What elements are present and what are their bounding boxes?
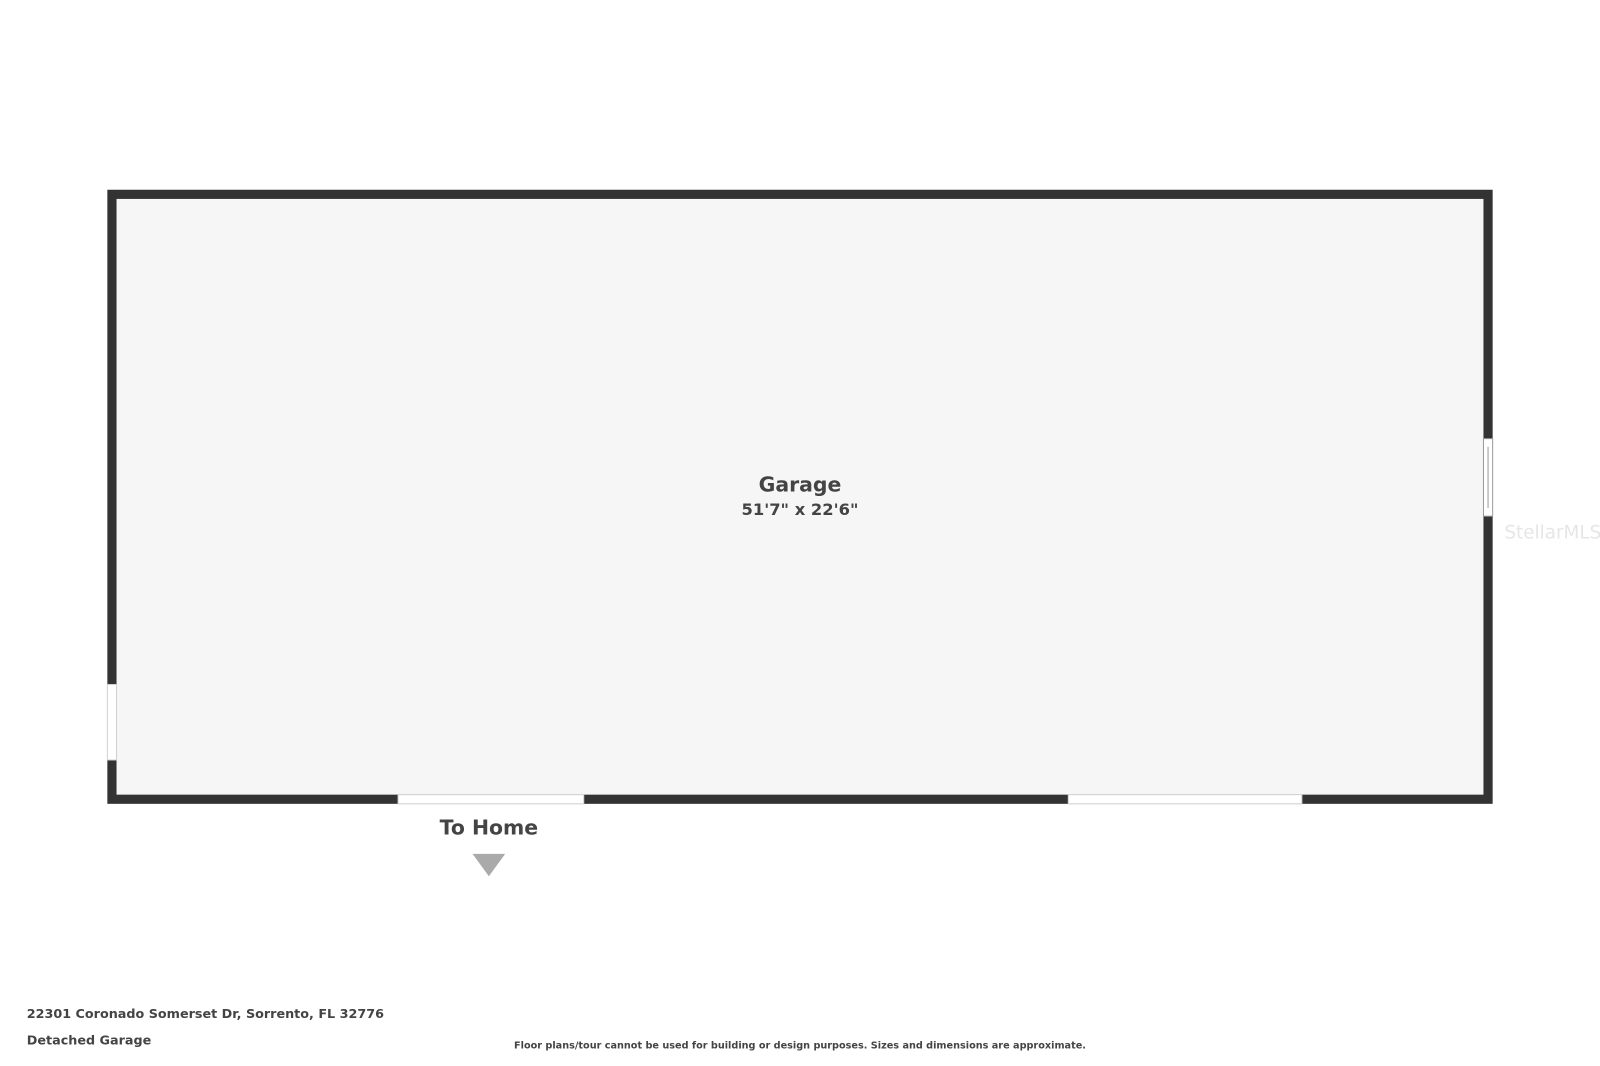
floor-name: Detached Garage (27, 1034, 152, 1049)
garage-door-opening (1067, 794, 1303, 805)
disclaimer: Floor plans/tour cannot be used for buil… (514, 1041, 1086, 1052)
watermark: StellarMLS (1504, 523, 1600, 544)
room-dimensions: 51'7" x 22'6" (742, 500, 859, 519)
garage-room (107, 189, 1493, 804)
side-door-opening (106, 683, 118, 761)
address: 22301 Coronado Somerset Dr, Sorrento, FL… (27, 1007, 384, 1022)
room-name: Garage (759, 473, 842, 497)
entrance-label: To Home (440, 815, 538, 839)
entrance-arrow (472, 853, 506, 877)
door-opening (397, 794, 585, 805)
